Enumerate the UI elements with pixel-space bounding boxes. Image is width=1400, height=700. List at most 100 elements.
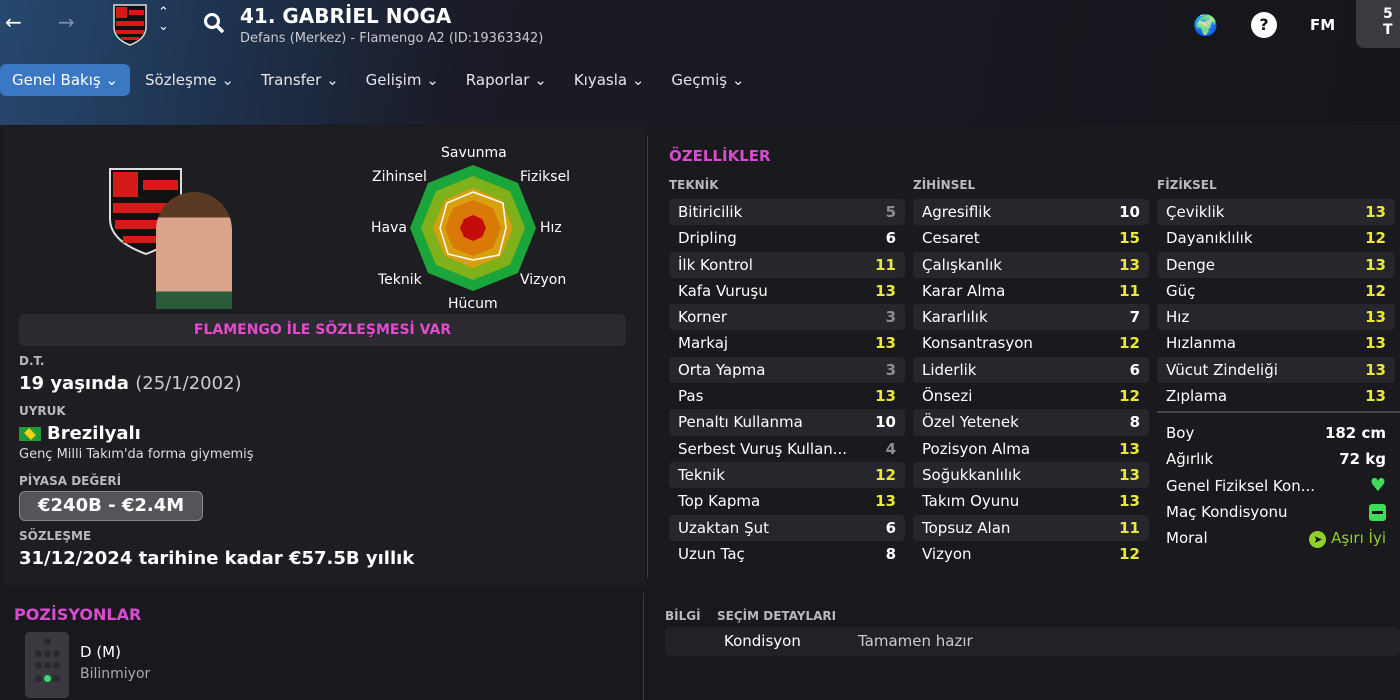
tab-overview[interactable]: Genel Bakış ⌄ bbox=[0, 64, 131, 96]
position-dot bbox=[53, 650, 60, 657]
attribute-row[interactable]: Top Kapma 13 bbox=[669, 488, 905, 514]
attribute-name: Orta Yapma bbox=[678, 360, 766, 379]
club-crest-icon[interactable] bbox=[113, 4, 147, 46]
nationality[interactable]: Brezilyalı bbox=[47, 423, 141, 444]
attribute-value: 11 bbox=[1119, 281, 1140, 300]
attribute-row[interactable]: Soğukkanlılık 13 bbox=[913, 461, 1149, 489]
attribute-row[interactable]: Korner 3 bbox=[669, 304, 905, 331]
attribute-value: 13 bbox=[1119, 492, 1140, 511]
attribute-value: 12 bbox=[1365, 281, 1386, 300]
tab-info[interactable]: BİLGİ bbox=[665, 609, 701, 623]
attribute-row[interactable]: Hızlanma 13 bbox=[1157, 330, 1395, 356]
attribute-value: 6 bbox=[885, 518, 896, 537]
attribute-row[interactable]: Pas 13 bbox=[669, 383, 905, 409]
attribute-row[interactable]: Kararlılık 7 bbox=[913, 304, 1149, 331]
radar-label: Teknik bbox=[378, 272, 422, 288]
help-icon[interactable]: ? bbox=[1251, 12, 1277, 38]
attribute-row[interactable]: Vizyon 12 bbox=[913, 541, 1149, 567]
attribute-row[interactable]: Hız 13 bbox=[1157, 304, 1395, 331]
attribute-row[interactable]: Dripling 6 bbox=[669, 225, 905, 251]
player-switch-chevrons-icon[interactable]: ⌃ ⌄ bbox=[158, 5, 169, 34]
contract-label: SÖZLEŞME bbox=[19, 529, 92, 543]
search-icon[interactable] bbox=[203, 12, 225, 34]
attribute-name: Topsuz Alan bbox=[922, 518, 1011, 537]
tab-reports[interactable]: Raporlar ⌄ bbox=[465, 71, 547, 89]
attribute-row[interactable]: Uzaktan Şut 6 bbox=[669, 514, 905, 541]
attribute-value: 11 bbox=[875, 255, 896, 274]
attribute-row[interactable]: Markaj 13 bbox=[669, 330, 905, 356]
attribute-row[interactable]: Cesaret 15 bbox=[913, 225, 1149, 251]
attribute-value: 3 bbox=[885, 308, 896, 327]
attribute-row[interactable]: Önsezi 12 bbox=[913, 383, 1149, 409]
attribute-name: Hız bbox=[1166, 308, 1190, 327]
attribute-row[interactable]: Penaltı Kullanma 10 bbox=[669, 409, 905, 436]
tab-transfer[interactable]: Transfer ⌄ bbox=[261, 71, 339, 89]
attribute-name: Pas bbox=[678, 387, 704, 406]
attribute-row[interactable]: Liderlik 6 bbox=[913, 356, 1149, 384]
attribute-name: Serbest Vuruş Kullan... bbox=[678, 439, 848, 458]
attribute-row[interactable]: Kafa Vuruşu 13 bbox=[669, 278, 905, 304]
age: 19 yaşında (25/1/2002) bbox=[19, 373, 242, 394]
tab-selection-details[interactable]: SEÇİM DETAYLARI bbox=[717, 609, 837, 623]
attribute-value: 12 bbox=[1119, 334, 1140, 353]
attribute-row[interactable]: Çeviklik 13 bbox=[1157, 199, 1395, 226]
attribute-name: Vücut Zindeliği bbox=[1166, 360, 1278, 379]
forward-arrow-icon[interactable]: → bbox=[58, 10, 75, 34]
attribute-name: İlk Kontrol bbox=[678, 255, 753, 274]
fm-menu-button[interactable]: FM bbox=[1310, 16, 1336, 34]
tab-contract[interactable]: Sözleşme ⌄ bbox=[145, 71, 234, 89]
back-arrow-icon[interactable]: ← bbox=[5, 10, 22, 34]
attribute-value: 13 bbox=[875, 387, 896, 406]
attribute-row[interactable]: Takım Oyunu 13 bbox=[913, 488, 1149, 514]
attribute-row[interactable]: Uzun Taç 8 bbox=[669, 541, 905, 567]
divider bbox=[1157, 411, 1400, 413]
physical-column: FİZİKSEL Çeviklik 13 Dayanıklılık 12 Denge 13 G… bbox=[1157, 178, 1395, 409]
market-value[interactable]: €240B - €2.4M bbox=[19, 491, 203, 521]
attribute-value: 13 bbox=[1365, 334, 1386, 353]
attribute-name: Dayanıklılık bbox=[1166, 229, 1253, 248]
technical-column: TEKNİK Bitiricilik 5 Dripling 6 İlk Kontrol 11… bbox=[669, 178, 905, 567]
attribute-name: Markaj bbox=[678, 334, 729, 353]
attribute-name: Top Kapma bbox=[678, 492, 761, 511]
attribute-value: 13 bbox=[1365, 255, 1386, 274]
attribute-row[interactable]: Konsantrasyon 12 bbox=[913, 330, 1149, 356]
radar-label: Savunma bbox=[441, 145, 507, 161]
attribute-name: Uzaktan Şut bbox=[678, 518, 769, 537]
tab-bar: Genel Bakış ⌄ Sözleşme ⌄ Transfer ⌄ Geli… bbox=[0, 64, 759, 96]
tab-compare[interactable]: Kıyasla ⌄ bbox=[573, 71, 645, 89]
attribute-row[interactable]: Zıplama 13 bbox=[1157, 383, 1395, 409]
attribute-row[interactable]: İlk Kontrol 11 bbox=[669, 251, 905, 278]
attribute-value: 12 bbox=[1119, 387, 1140, 406]
attribute-row[interactable]: Pozisyon Alma 13 bbox=[913, 436, 1149, 462]
attribute-row[interactable]: Çalışkanlık 13 bbox=[913, 251, 1149, 278]
attribute-row[interactable]: Topsuz Alan 11 bbox=[913, 514, 1149, 541]
attribute-row[interactable]: Vücut Zindeliği 13 bbox=[1157, 356, 1395, 384]
attribute-value: 10 bbox=[875, 413, 896, 432]
tab-development[interactable]: Gelişim ⌄ bbox=[365, 71, 439, 89]
attribute-row[interactable]: Denge 13 bbox=[1157, 251, 1395, 278]
attribute-row[interactable]: Güç 12 bbox=[1157, 278, 1395, 304]
globe-icon[interactable]: 🌍 bbox=[1193, 13, 1218, 37]
attribute-row[interactable]: Bitiricilik 5 bbox=[669, 199, 905, 226]
player-subtitle: Defans (Merkez) - Flamengo A2 (ID:193633… bbox=[240, 31, 544, 46]
position-dot bbox=[44, 650, 51, 657]
attribute-row[interactable]: Agresiflik 10 bbox=[913, 199, 1149, 226]
attribute-row[interactable]: Karar Alma 11 bbox=[913, 278, 1149, 304]
attribute-row[interactable]: Özel Yetenek 8 bbox=[913, 409, 1149, 436]
continue-button[interactable]: 5 T bbox=[1356, 0, 1400, 48]
attribute-row[interactable]: Orta Yapma 3 bbox=[669, 356, 905, 384]
attribute-row[interactable]: Dayanıklılık 12 bbox=[1157, 225, 1395, 251]
attribute-row[interactable]: Serbest Vuruş Kullan... 4 bbox=[669, 436, 905, 462]
attribute-value: 13 bbox=[1365, 387, 1386, 406]
tab-history[interactable]: Geçmiş ⌄ bbox=[671, 71, 745, 89]
attribute-value: 13 bbox=[1119, 465, 1140, 484]
attribute-name: Kafa Vuruşu bbox=[678, 281, 768, 300]
attribute-row[interactable]: Teknik 12 bbox=[669, 461, 905, 489]
attribute-name: Çeviklik bbox=[1166, 203, 1225, 221]
divider bbox=[647, 136, 648, 578]
contract-details: 31/12/2024 tarihine kadar €57.5B yıllık bbox=[19, 548, 415, 569]
attribute-name: Hızlanma bbox=[1166, 334, 1236, 353]
attribute-value: 13 bbox=[1119, 255, 1140, 274]
attribute-name: Dripling bbox=[678, 229, 737, 248]
position-dot bbox=[44, 675, 51, 682]
